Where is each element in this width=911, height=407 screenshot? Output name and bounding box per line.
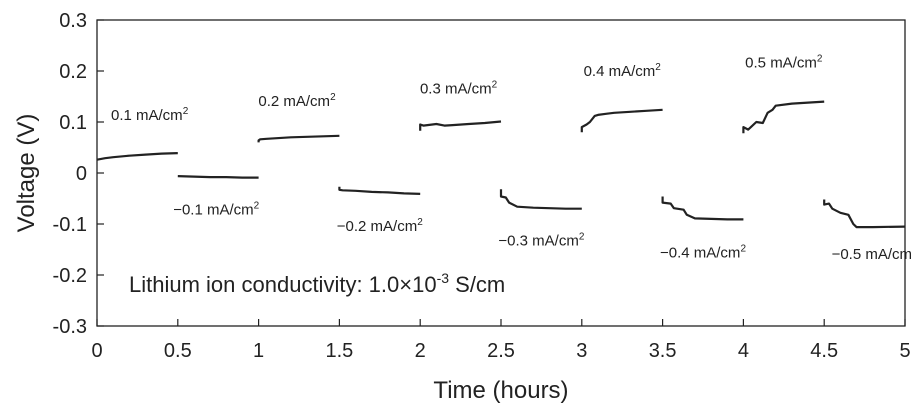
x-tick-label: 3 xyxy=(576,340,587,362)
series-line xyxy=(499,189,582,210)
series-label: 0.1 mA/cm2 xyxy=(111,106,189,124)
x-tick-label: 2.5 xyxy=(487,340,515,362)
series-line xyxy=(177,175,259,179)
x-tick-label: 0.5 xyxy=(164,340,192,362)
segment-labels: 0.1 mA/cm2 −0.1 mA/cm2 0.2 mA/cm2 −0.2 mA/c… xyxy=(111,54,911,263)
series-line xyxy=(419,120,502,131)
series-label: −0.2 mA/cm2 xyxy=(337,217,423,235)
x-tick-label: 4 xyxy=(738,340,749,362)
x-tick-label: 0 xyxy=(91,340,102,362)
y-tick-label: 0.1 xyxy=(59,112,87,134)
series-label: −0.1 mA/cm2 xyxy=(173,201,259,219)
conductivity-annotation: Lithium ion conductivity: 1.0×10-3 S/cm xyxy=(129,270,505,297)
x-tick-label: 2 xyxy=(415,340,426,362)
x-axis-label: Time (hours) xyxy=(433,377,568,404)
y-tick-label: 0 xyxy=(76,163,87,185)
data-series xyxy=(96,100,906,229)
series-label: 0.3 mA/cm2 xyxy=(420,79,498,97)
axis-ticks: 0 0.5 1 1.5 2 2.5 3 3.5 4 4.5 5 0.3 0.2 0.1 0 -0.1 -0.2 -… xyxy=(53,10,911,362)
series-label: 0.4 mA/cm2 xyxy=(584,62,662,80)
series-line xyxy=(823,199,906,229)
y-tick-label: 0.3 xyxy=(59,10,87,32)
y-tick-label: -0.2 xyxy=(53,265,87,287)
x-tick-label: 3.5 xyxy=(649,340,677,362)
series-line xyxy=(96,152,178,161)
x-tick-label: 5 xyxy=(899,340,910,362)
x-tick-label: 4.5 xyxy=(810,340,838,362)
series-line xyxy=(742,100,825,134)
series-label: 0.2 mA/cm2 xyxy=(258,92,336,110)
y-tick-label: 0.2 xyxy=(59,61,87,83)
series-label: 0.5 mA/cm2 xyxy=(745,54,823,72)
series-line xyxy=(661,196,744,221)
series-line xyxy=(338,186,421,195)
x-tick-label: 1 xyxy=(253,340,264,362)
x-tick-label: 1.5 xyxy=(325,340,353,362)
series-label: −0.4 mA/cm2 xyxy=(660,243,746,261)
y-axis-label: Voltage (V) xyxy=(13,114,40,233)
y-tick-label: -0.3 xyxy=(53,316,87,338)
y-tick-label: -0.1 xyxy=(53,214,87,236)
series-line xyxy=(257,134,340,143)
series-label: −0.5 mA/cm2 xyxy=(832,245,911,263)
series-label: −0.3 mA/cm2 xyxy=(498,232,584,250)
series-line xyxy=(580,108,663,133)
